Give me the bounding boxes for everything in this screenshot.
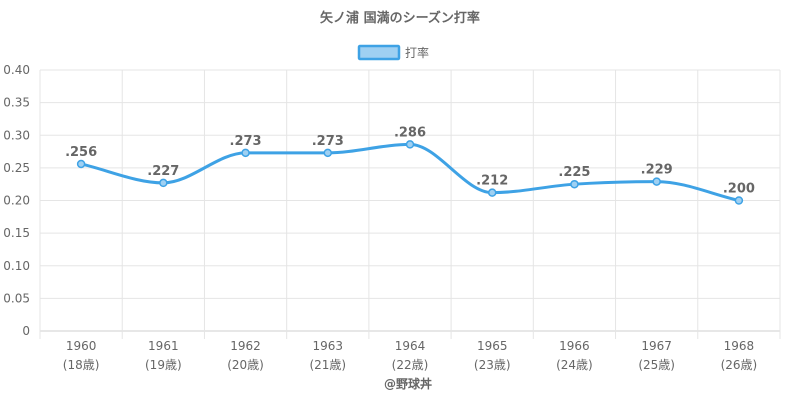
grid: [39, 69, 781, 339]
chart-title: 矢ノ浦 国満のシーズン打率: [320, 10, 480, 26]
credit: @野球丼: [384, 376, 432, 391]
data-point: [405, 140, 415, 149]
x-tick-sublabel: (26歳): [721, 358, 758, 372]
x-tick-label: 1964: [395, 339, 426, 353]
x-tick-sublabel: (25歳): [638, 358, 675, 372]
x-tick-label: 1960: [66, 339, 97, 353]
x-tick-label: 1965: [477, 339, 508, 353]
data-label: .229: [641, 163, 673, 178]
x-axis: 1960 (18歳) 1961 (19歳) 1962 (20歳) 1963 (21歳) 1964…: [63, 339, 757, 372]
x-tick-label: 1966: [559, 339, 590, 353]
x-tick-label: 1967: [641, 339, 672, 353]
legend-label: 打率: [405, 45, 429, 60]
data-label: .256: [65, 145, 97, 160]
x-tick-label: 1963: [313, 339, 344, 353]
data-point: [241, 148, 250, 158]
x-tick-sublabel: (23歳): [474, 358, 511, 372]
x-tick-sublabel: (22歳): [392, 358, 429, 372]
data-label: .286: [394, 125, 426, 140]
legend[interactable]: 打率: [357, 44, 429, 61]
series: [76, 140, 744, 205]
data-point: [734, 196, 744, 205]
y-tick-label: 0.05: [3, 291, 30, 305]
x-tick-sublabel: (18歳): [63, 358, 100, 372]
data-point: [159, 178, 168, 188]
y-tick-label: 0.40: [3, 63, 30, 77]
x-tick-label: 1962: [230, 339, 261, 353]
data-point: [487, 188, 497, 197]
data-label: .273: [312, 134, 344, 149]
data-label: .225: [558, 165, 590, 180]
y-axis: 0 0.05 0.10 0.15 0.20 0.25 0.30 0.35 0.40: [3, 63, 30, 338]
x-tick-sublabel: (24歳): [556, 358, 593, 372]
data-labels: .256 .227 .273 .273 .286 .212 .225 .229 .200: [65, 125, 755, 196]
data-point: [570, 179, 579, 189]
data-point: [652, 177, 661, 186]
x-tick-sublabel: (21歳): [309, 358, 346, 372]
y-tick-label: 0.15: [3, 226, 30, 240]
y-tick-label: 0.25: [3, 161, 30, 175]
data-point: [323, 148, 333, 158]
legend-swatch: [357, 44, 401, 61]
y-tick-label: 0.30: [3, 128, 30, 142]
x-tick-sublabel: (19歳): [145, 358, 182, 372]
y-tick-label: 0.35: [3, 96, 30, 110]
x-tick-label: 1968: [724, 339, 755, 353]
data-point: [76, 159, 86, 169]
y-tick-label: 0: [22, 324, 30, 338]
y-tick-label: 0.10: [3, 259, 30, 273]
y-tick-label: 0.20: [3, 194, 30, 208]
data-label: .227: [147, 164, 179, 179]
data-label: .273: [230, 134, 262, 149]
data-label: .200: [723, 182, 755, 197]
data-label: .212: [476, 174, 508, 189]
x-tick-label: 1961: [148, 339, 179, 353]
x-tick-sublabel: (20歳): [227, 358, 264, 372]
